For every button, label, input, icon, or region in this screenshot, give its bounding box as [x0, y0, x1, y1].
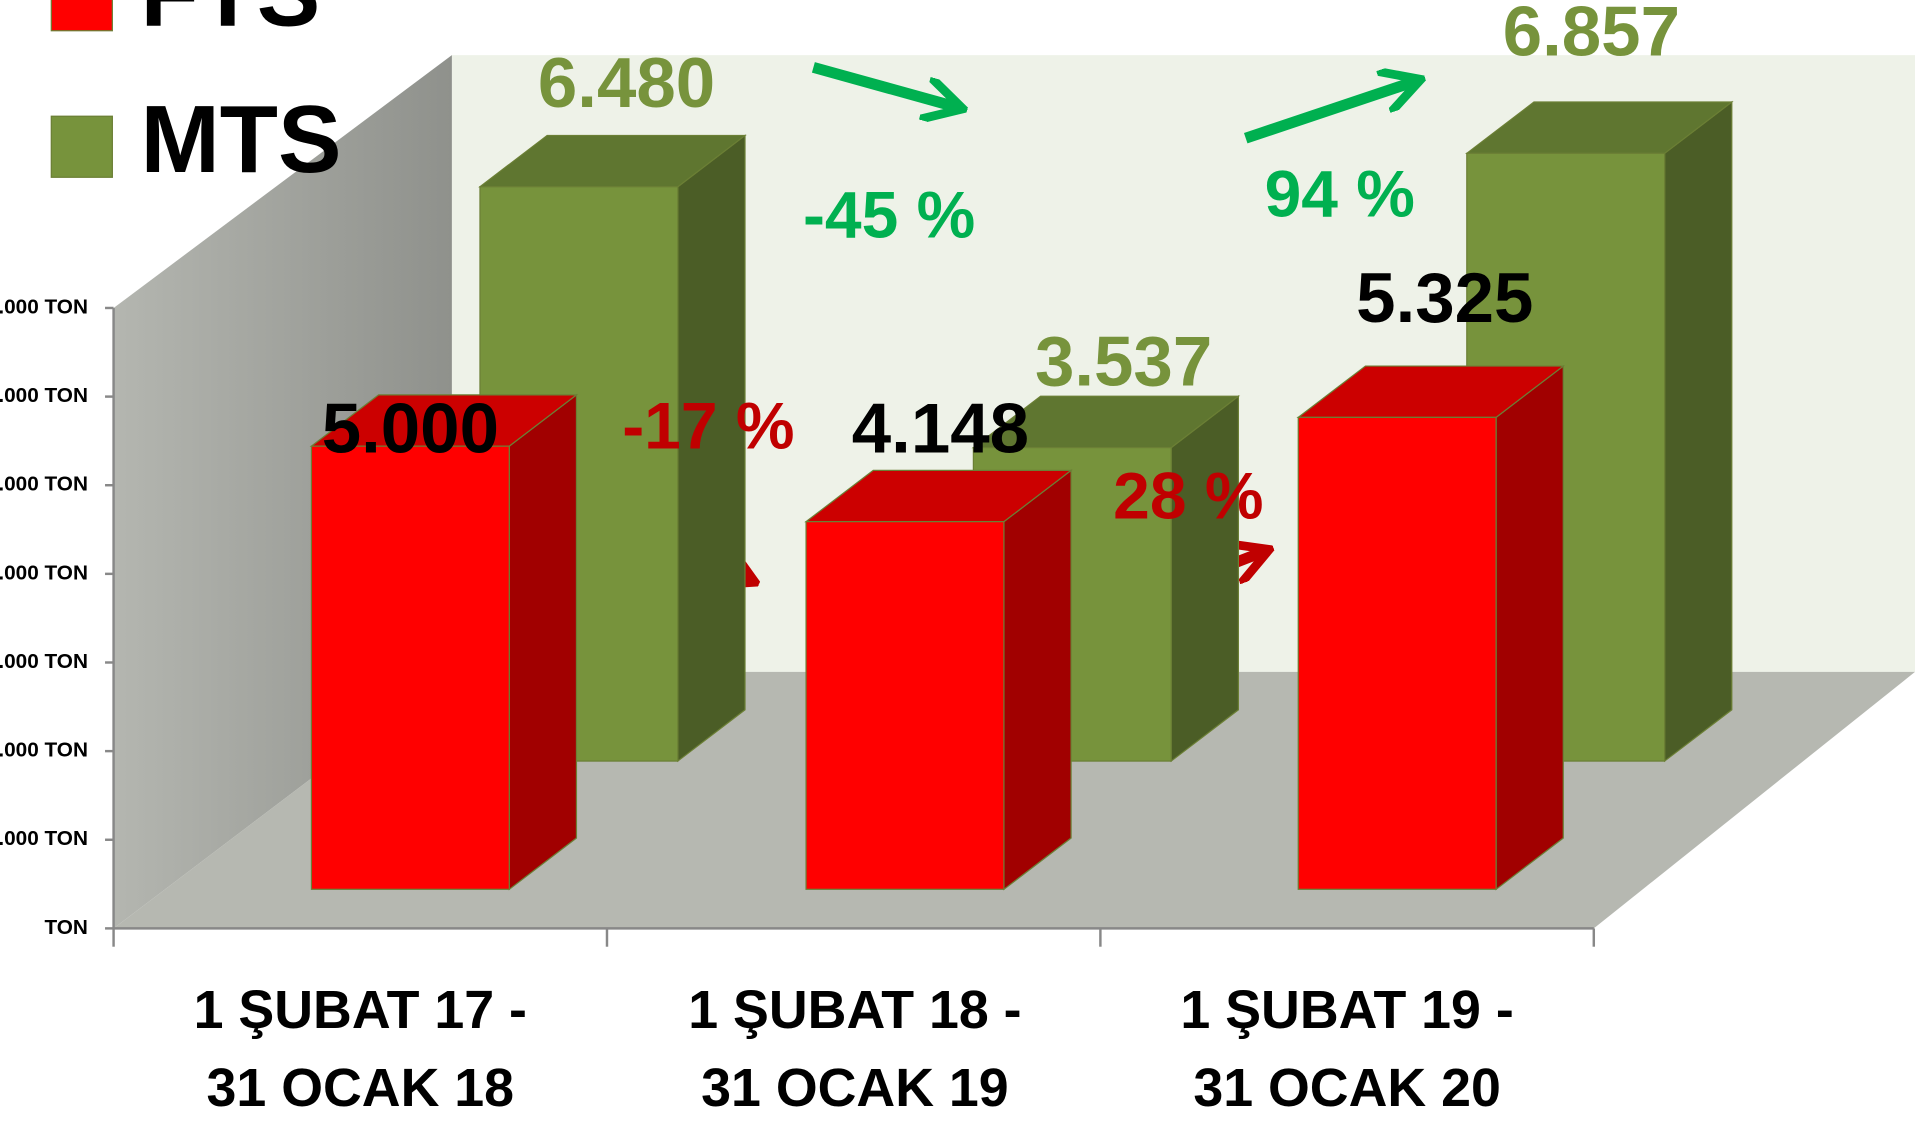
y-tick-label: 2.000 TON [0, 739, 88, 762]
bar [309, 393, 579, 891]
value-label: 4.148 [852, 389, 1029, 468]
legend-swatch [50, 0, 113, 32]
arrow [1243, 81, 1417, 144]
annotation: -45 % [803, 177, 975, 251]
value-label: 5.325 [1356, 259, 1533, 338]
y-tick-label: 3.000 TON [0, 650, 88, 673]
y-tick-label: 1.000 TON [0, 827, 88, 850]
value-label: 3.537 [1035, 322, 1212, 401]
x-tick-label: 31 OCAK 20 [1193, 1058, 1501, 1118]
legend-label: MTS [140, 87, 341, 193]
y-tick-label: 7.000 TON [0, 295, 88, 318]
value-label: 6.857 [1503, 0, 1680, 72]
x-tick-label: 31 OCAK 19 [701, 1058, 1009, 1118]
x-tick-label: 1 ŞUBAT 19 - [1180, 980, 1513, 1040]
bar-front [1297, 416, 1497, 890]
x-tick-label: 31 OCAK 18 [207, 1058, 515, 1118]
y-tick-label: 6.000 TON [0, 384, 88, 407]
annotation: 28 % [1113, 458, 1263, 532]
x-tick-label: 1 ŞUBAT 18 - [688, 980, 1021, 1040]
arrow [811, 62, 958, 107]
annotation: 94 % [1265, 157, 1415, 231]
legend-swatch [50, 115, 113, 178]
bar [804, 469, 1073, 891]
bar-side [508, 393, 578, 891]
y-tick-label: TON [44, 916, 87, 939]
bar-front [310, 445, 510, 890]
bar [1296, 364, 1566, 891]
bar-side [1170, 395, 1240, 763]
value-label: 6.480 [538, 44, 715, 123]
bar-side [1495, 364, 1564, 891]
annotation: -17 % [622, 389, 794, 463]
value-label: 5.000 [322, 389, 499, 468]
bar-front [805, 521, 1005, 890]
x-tick-label: 1 ŞUBAT 17 - [194, 980, 527, 1040]
bar-side [1003, 469, 1072, 891]
y-tick-label: 5.000 TON [0, 473, 88, 496]
legend-label: FTS [140, 0, 320, 46]
y-tick-label: 4.000 TON [0, 561, 88, 584]
bar-side [1664, 100, 1733, 763]
